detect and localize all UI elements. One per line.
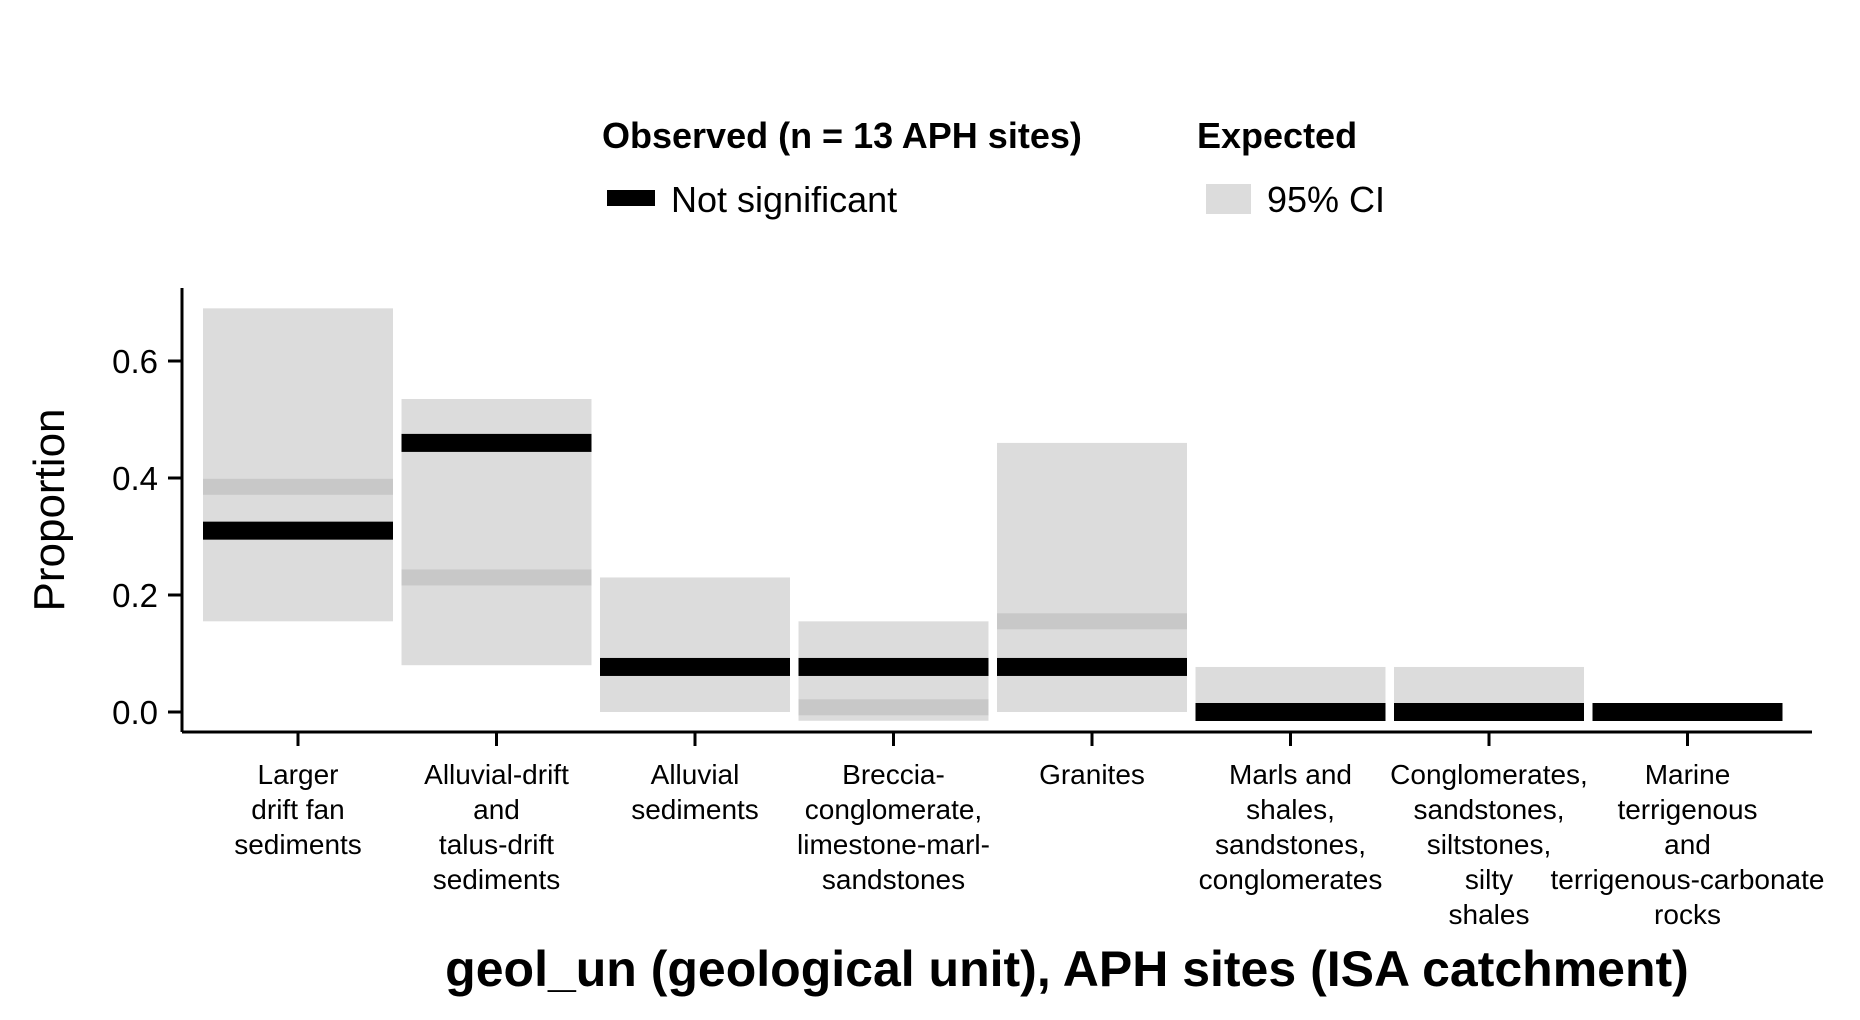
x-tick-label: Larger drift fan sediments: [234, 759, 362, 860]
y-tick-label: 0.4: [112, 460, 158, 497]
observed-bar: [1394, 703, 1584, 721]
legend-observed-label: Not significant: [671, 179, 897, 220]
observed-bars: [203, 433, 1783, 721]
y-ticks: 0.0 0.2 0.4 0.6: [112, 343, 182, 731]
x-tick-label: Granites: [1039, 759, 1145, 790]
y-tick-label: 0.6: [112, 343, 158, 380]
legend-observed-title: Observed (n = 13 APH sites): [602, 115, 1082, 156]
x-tick-label: Marls and shales, sandstones, conglomerates: [1199, 759, 1383, 895]
expected-mean-mark: [798, 699, 989, 716]
x-tick-label: Breccia-conglomerate, limestone-marl-sand…: [797, 759, 990, 895]
expected-mean-mark: [203, 478, 393, 495]
x-tick-label: Alluvial-drift and talus-drift sediments: [424, 759, 569, 895]
legend-expected-swatch: [1206, 184, 1251, 214]
legend-expected-label: 95% CI: [1267, 179, 1385, 220]
x-tick-label: Marine terrigenous and terrigenous-carbonat…: [1551, 759, 1825, 930]
ci-band: [600, 577, 790, 712]
legend-observed-swatch: [607, 190, 655, 206]
y-tick-label: 0.2: [112, 577, 158, 614]
y-tick-label: 0.0: [112, 694, 158, 731]
observed-bar: [1195, 703, 1386, 721]
x-axis-title: geol_un (geological unit), APH sites (IS…: [445, 941, 1689, 997]
legend-expected-title: Expected: [1197, 115, 1357, 156]
observed-bar: [798, 657, 989, 676]
x-ticks: Larger drift fan sediments Alluvial-drift an…: [234, 732, 1824, 930]
ci-band: [203, 308, 393, 622]
expected-mean-mark: [401, 569, 592, 586]
observed-bar: [1592, 703, 1783, 721]
expected-mean-mark: [997, 613, 1187, 630]
legend: Observed (n = 13 APH sites) Not signific…: [602, 115, 1385, 220]
expected-means: [203, 478, 1187, 716]
observed-bar: [997, 657, 1187, 676]
x-tick-label: Alluvial sediments: [631, 759, 759, 825]
y-axis-title: Proportion: [25, 408, 74, 611]
x-tick-label: Conglomerates, sandstones, siltstones, silt…: [1390, 759, 1588, 930]
observed-bar: [401, 433, 592, 452]
observed-bar: [203, 521, 393, 540]
observed-bar: [600, 657, 790, 676]
